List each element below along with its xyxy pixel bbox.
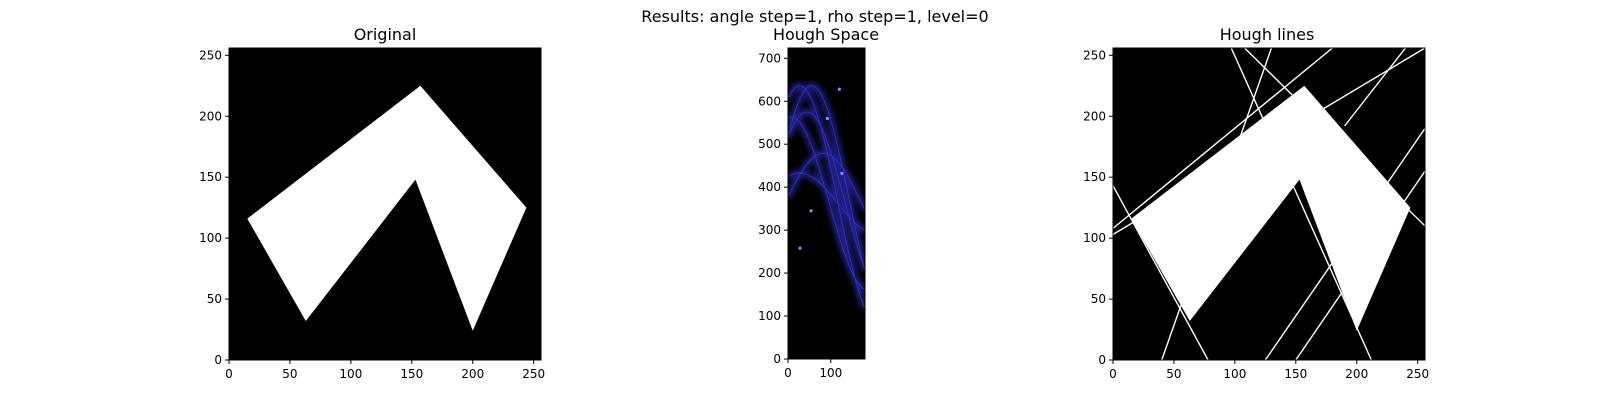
hough-detected-line <box>1295 170 1425 360</box>
original-ytick-label: 250 <box>199 48 222 62</box>
hough-detected-line <box>1344 48 1407 127</box>
hough-ytick-label: 100 <box>758 309 781 323</box>
hough-trace <box>788 116 865 290</box>
original-xtick-label: 150 <box>400 367 423 381</box>
original-xtick-label: 0 <box>225 367 233 381</box>
hough-trace <box>788 111 865 270</box>
lines-ytick-label: 150 <box>1083 170 1106 184</box>
original-ytick-label: 200 <box>199 109 222 123</box>
original-ytick-label: 150 <box>199 170 222 184</box>
hough-ytick-label: 400 <box>758 180 781 194</box>
lines-ytick-label: 200 <box>1083 109 1106 123</box>
original-ytick-label: 100 <box>199 231 222 245</box>
hough-peak <box>837 87 841 91</box>
hough-ytick-label: 200 <box>758 266 781 280</box>
hough-detected-line <box>1113 48 1425 236</box>
hough-detected-line <box>1161 48 1273 360</box>
panel-original-frame <box>228 47 542 361</box>
original-xtick-label: 250 <box>522 367 545 381</box>
panel-lines-title: Hough lines <box>1220 25 1315 44</box>
original-xtick-label: 100 <box>339 367 362 381</box>
hough-peak <box>825 116 829 121</box>
hough-xtick-label: 100 <box>819 366 842 380</box>
panel-hough-frame <box>787 47 866 360</box>
lines-xtick-label: 150 <box>1284 367 1307 381</box>
hough-detected-line <box>1264 128 1425 360</box>
lines-shape <box>1131 85 1411 331</box>
hough-xtick-label: 0 <box>784 366 792 380</box>
panel-lines-frame <box>1112 47 1426 361</box>
hough-trace <box>788 85 865 309</box>
hough-ytick-label: 300 <box>758 223 781 237</box>
hough-detected-line <box>1113 48 1333 229</box>
lines-xtick-label: 200 <box>1345 367 1368 381</box>
panel-original-title: Original <box>354 25 417 44</box>
hough-detected-line <box>1230 48 1373 360</box>
hough-ytick-label: 700 <box>758 51 781 65</box>
original-shape <box>247 85 527 331</box>
lines-ytick-label: 250 <box>1083 48 1106 62</box>
lines-ytick-label: 50 <box>1091 292 1106 306</box>
lines-xtick-label: 250 <box>1406 367 1429 381</box>
lines-xtick-label: 100 <box>1223 367 1246 381</box>
original-xtick-label: 200 <box>461 367 484 381</box>
panel-original: Original 0 50 100 150 200 250 0 50 100 150 200 250 <box>199 25 545 381</box>
panel-hough-lines: Hough lines 0 50 100 150 200 250 0 50 100 150 200 2… <box>1083 25 1429 381</box>
hough-peak <box>798 246 802 250</box>
lines-xtick-label: 50 <box>1166 367 1181 381</box>
lines-ytick-label: 0 <box>1098 353 1106 367</box>
hough-peak <box>840 171 844 176</box>
figure-suptitle: Results: angle step=1, rho step=1, level… <box>641 7 988 26</box>
hough-ytick-label: 0 <box>773 352 781 366</box>
original-xtick-label: 50 <box>282 367 297 381</box>
panel-hough-title: Hough Space <box>773 25 879 44</box>
lines-xtick-label: 0 <box>1109 367 1117 381</box>
panel-hough-space: Hough Space 0 100 0 100 200 300 400 500 600 700 <box>758 25 879 380</box>
lines-ytick-label: 100 <box>1083 231 1106 245</box>
hough-peak <box>809 209 813 213</box>
hough-detected-line <box>1244 48 1425 227</box>
hough-ytick-label: 600 <box>758 94 781 108</box>
hough-trace <box>788 172 865 231</box>
hough-ytick-label: 500 <box>758 137 781 151</box>
original-ytick-label: 50 <box>207 292 222 306</box>
original-ytick-label: 0 <box>214 353 222 367</box>
hough-trace <box>788 85 865 271</box>
